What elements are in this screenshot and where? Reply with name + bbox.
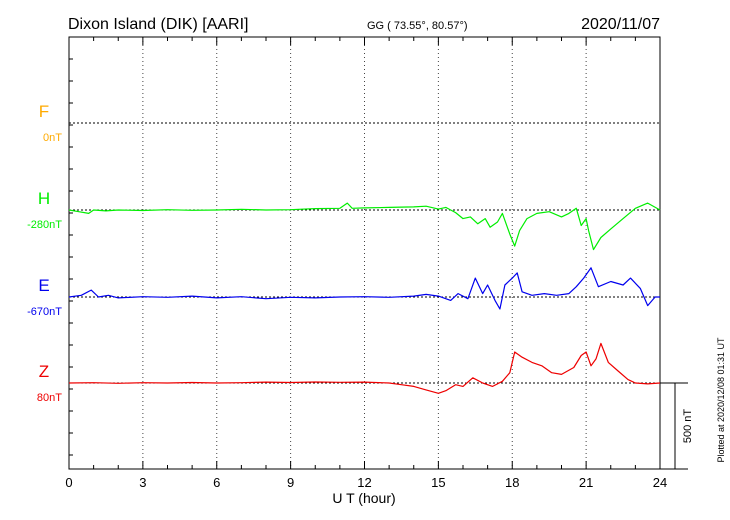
x-axis-label: U T (hour) bbox=[332, 490, 395, 506]
axis-ticks: 0 3 6 9 12 15 18 21 24 bbox=[65, 37, 667, 490]
chart-date: 2020/11/07 bbox=[581, 16, 660, 33]
trace-e bbox=[68, 267, 660, 310]
component-label-h: H bbox=[38, 189, 50, 208]
x-tick-label: 12 bbox=[357, 475, 371, 490]
scale-bar: 500 nT bbox=[660, 382, 694, 470]
plotted-note: Plotted at 2020/12/08 01:31 UT bbox=[716, 337, 726, 463]
component-label-e: E bbox=[38, 276, 49, 295]
x-tick-label: 18 bbox=[505, 475, 519, 490]
baseline-label-f: 0nT bbox=[43, 132, 62, 144]
x-tick-label: 9 bbox=[287, 475, 294, 490]
station-title: Dixon Island (DIK) [AARI] bbox=[68, 16, 249, 33]
grid bbox=[69, 37, 660, 469]
trace-z bbox=[68, 342, 661, 394]
component-traces bbox=[68, 202, 661, 394]
component-labels: F 0nT H -280nT E -670nT Z 80nT bbox=[27, 102, 62, 404]
x-tick-label: 6 bbox=[213, 475, 220, 490]
baseline-label-e: -670nT bbox=[27, 306, 62, 318]
x-tick-label: 21 bbox=[579, 475, 593, 490]
baseline-label-h: -280nT bbox=[27, 219, 62, 231]
x-tick-label: 0 bbox=[65, 475, 72, 490]
station-coords: GG ( 73.55°, 80.57°) bbox=[367, 20, 468, 32]
trace-h bbox=[68, 202, 661, 251]
x-tick-label: 24 bbox=[653, 475, 667, 490]
x-tick-label: 15 bbox=[431, 475, 445, 490]
component-baselines bbox=[69, 122, 660, 384]
x-tick-label: 3 bbox=[139, 475, 146, 490]
component-label-f: F bbox=[39, 102, 49, 121]
baseline-label-z: 80nT bbox=[37, 392, 62, 404]
component-label-z: Z bbox=[39, 362, 49, 381]
scale-bar-label: 500 nT bbox=[682, 409, 694, 444]
